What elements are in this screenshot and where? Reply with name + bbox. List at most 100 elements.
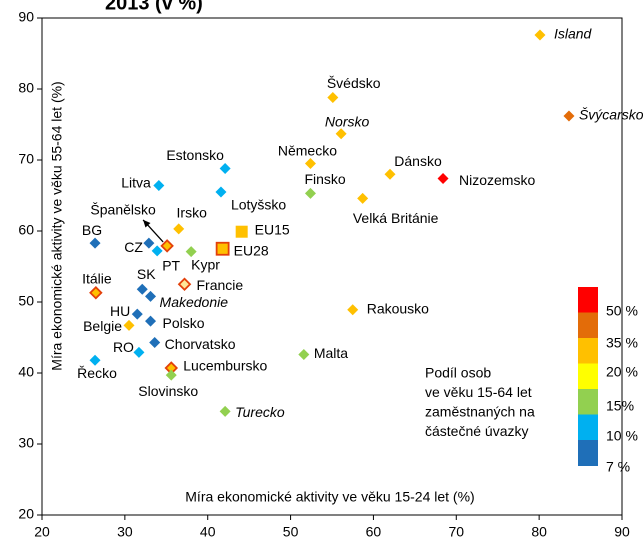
point-label: Švédsko: [327, 75, 381, 91]
y-tick-label: 90: [18, 9, 34, 25]
point-label: Dánsko: [394, 153, 442, 169]
colorbar-title: Podíl osob: [425, 365, 491, 381]
colorbar-title: zaměstnaných na: [425, 404, 535, 420]
point-diamond: [89, 285, 103, 300]
point-label: RO: [113, 339, 134, 355]
point-diamond: [335, 128, 347, 140]
x-tick-label: 70: [448, 524, 464, 540]
colorbar-label: 15%: [606, 398, 634, 414]
point-diamond: [384, 168, 396, 180]
point-label: Lotyšsko: [231, 197, 286, 213]
point-label: Makedonie: [160, 294, 229, 310]
point-diamond: [89, 354, 101, 366]
chart-title: 2013 (v %): [105, 0, 203, 14]
point-diamond: [133, 346, 145, 358]
point-label: Finsko: [304, 171, 345, 187]
point-label: EU15: [255, 221, 290, 237]
colorbar-title: částečné úvazky: [425, 423, 529, 439]
y-axis-title: Míra ekonomické aktivity ve věku 55-64 l…: [49, 81, 65, 370]
point-diamond: [185, 246, 197, 258]
point-diamond: [327, 92, 339, 104]
point-label: BG: [82, 222, 102, 238]
point-label: Polsko: [163, 315, 205, 331]
point-label: Itálie: [82, 270, 112, 286]
point-label: Německo: [278, 142, 337, 158]
point-label: Francie: [197, 277, 244, 293]
point-diamond: [219, 405, 231, 417]
y-tick-label: 70: [18, 151, 34, 167]
point-diamond: [160, 239, 174, 253]
point-label: Nizozemsko: [459, 172, 535, 188]
point-diamond: [177, 277, 192, 292]
x-tick-label: 20: [34, 524, 50, 540]
point-diamond: [534, 29, 546, 41]
point-label: Estonsko: [166, 147, 224, 163]
y-tick-label: 30: [18, 435, 34, 451]
colorbar-label: 7 %: [606, 459, 630, 475]
point-diamond: [347, 304, 359, 316]
point-label: Irsko: [177, 205, 208, 221]
y-tick-label: 40: [18, 364, 34, 380]
colorbar-label: 20 %: [606, 364, 638, 380]
colorbar-segment: [578, 312, 598, 339]
point-label: Chorvatsko: [165, 336, 236, 352]
point-label: Island: [554, 26, 593, 42]
point-diamond: [153, 180, 165, 192]
point-diamond: [151, 245, 163, 257]
point-diamond: [563, 110, 575, 122]
label-arrowhead: [143, 219, 151, 228]
colorbar-label: 35 %: [606, 335, 638, 351]
point-diamond: [357, 192, 369, 204]
x-tick-label: 50: [283, 524, 299, 540]
point-diamond: [215, 186, 227, 198]
point-diamond: [123, 319, 135, 331]
x-tick-label: 90: [614, 524, 630, 540]
point-label: Velká Británie: [353, 210, 439, 226]
colorbar-segment: [578, 440, 598, 466]
colorbar-segment: [578, 389, 598, 415]
colorbar-label: 10 %: [606, 428, 638, 444]
point-label: SK: [137, 266, 156, 282]
y-tick-label: 80: [18, 80, 34, 96]
x-tick-label: 80: [531, 524, 547, 540]
point-square: [235, 225, 248, 238]
y-tick-label: 20: [18, 506, 34, 522]
point-diamond: [136, 283, 148, 295]
point-diamond: [298, 349, 310, 361]
point-diamond: [219, 163, 231, 175]
point-label: EU28: [234, 242, 269, 258]
colorbar-segment: [578, 338, 598, 364]
point-label: Norsko: [325, 113, 370, 129]
colorbar-label: 50 %: [606, 303, 638, 319]
point-label: Litva: [121, 174, 151, 190]
point-diamond: [145, 315, 157, 327]
point-diamond: [304, 187, 316, 199]
point-diamond: [143, 237, 155, 249]
point-diamond: [145, 290, 157, 302]
colorbar-segment: [578, 287, 598, 313]
point-label: Belgie: [83, 318, 122, 334]
point-square: [215, 241, 230, 256]
point-label: Lucembursko: [183, 358, 267, 374]
point-label: Kypr: [191, 256, 220, 272]
point-diamond: [89, 237, 101, 249]
point-diamond: [304, 158, 316, 170]
x-tick-label: 60: [366, 524, 382, 540]
point-label: HU: [110, 303, 130, 319]
point-diamond: [131, 308, 143, 320]
point-diamond: [437, 172, 449, 184]
plot-frame: [41, 17, 623, 516]
point-label: Turecko: [235, 404, 285, 420]
y-tick-label: 50: [18, 293, 34, 309]
point-label: Rakousko: [367, 301, 429, 317]
colorbar-segment: [578, 363, 598, 390]
colorbar-title: ve věku 15-64 let: [425, 384, 532, 400]
point-label: Slovinsko: [138, 383, 198, 399]
colorbar-segment: [578, 414, 598, 441]
point-label: Španělsko: [90, 202, 156, 218]
point-label: Malta: [314, 345, 348, 361]
point-diamond: [149, 336, 161, 348]
point-diamond: [173, 223, 185, 235]
x-tick-label: 30: [117, 524, 133, 540]
